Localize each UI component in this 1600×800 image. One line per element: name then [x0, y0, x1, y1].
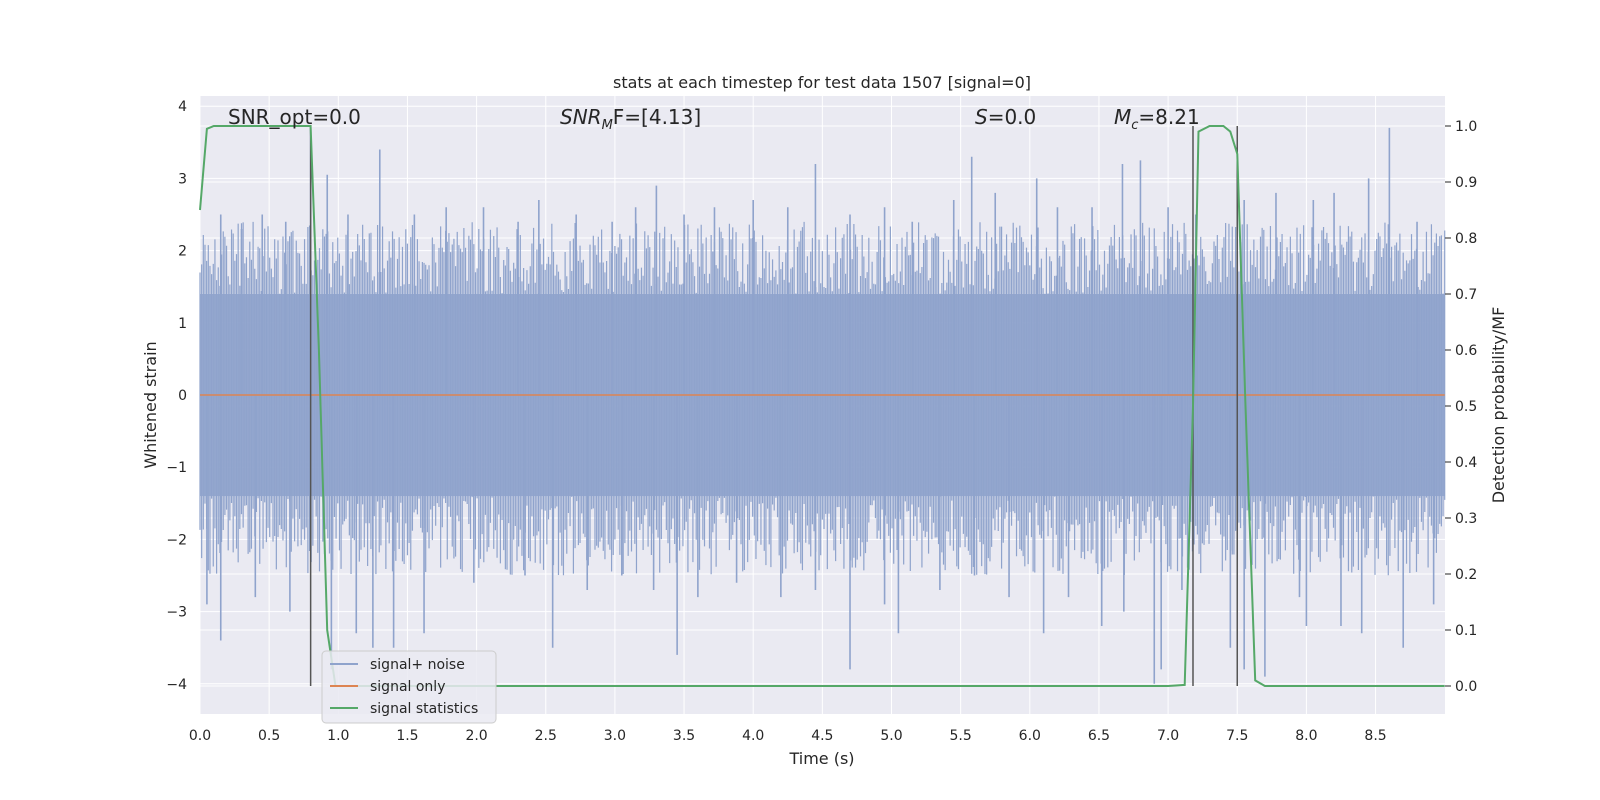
x-tick-label: 7.5: [1226, 728, 1248, 744]
x-tick-label: 6.5: [1088, 728, 1110, 744]
y2-tick-label: 0.5: [1455, 399, 1477, 415]
chart-title: stats at each timestep for test data 150…: [613, 73, 1031, 92]
y-tick-label: −3: [166, 605, 187, 621]
y2-tick-label: 1.0: [1455, 119, 1477, 135]
y2-tick-label: 0.3: [1455, 511, 1477, 527]
x-tick-label: 2.5: [535, 728, 557, 744]
y2-tick-label: 0.8: [1455, 231, 1477, 247]
x-tick-label: 7.0: [1157, 728, 1179, 744]
annotation-mc: Mc=8.21: [1114, 105, 1200, 133]
x-tick-label: 5.5: [950, 728, 972, 744]
y-tick-label: −2: [166, 532, 187, 548]
annotation-snr-opt: SNR_opt=0.0: [228, 105, 361, 129]
y-tick-label: 4: [178, 99, 187, 115]
legend: signal+ noise signal only signal statist…: [321, 650, 497, 724]
annotation-snr-mf: SNRMF=[4.13]: [560, 105, 701, 133]
x-tick-label: 6.0: [1019, 728, 1041, 744]
x-tick-label: 4.5: [811, 728, 833, 744]
legend-label-strain: signal+ noise: [370, 657, 465, 673]
x-tick-label: 3.5: [673, 728, 695, 744]
legend-label-signal-only: signal only: [370, 679, 445, 695]
annotation-s: S=0.0: [975, 105, 1036, 129]
x-tick-label: 0.0: [189, 728, 211, 744]
x-tick-label: 8.5: [1364, 728, 1386, 744]
x-tick-labels: 0.0 0.5 1.0 1.5 2.0 2.5 3.0 3.5 4.0 4.5 5.0 5.5 6.0 6…: [189, 728, 1387, 744]
x-tick-label: 3.0: [604, 728, 626, 744]
legend-label-statistics: signal statistics: [370, 701, 478, 717]
signal-statistics-line: [199, 125, 1445, 687]
y-tick-label: 0: [178, 388, 187, 404]
y2-tick-label: 0.6: [1455, 343, 1477, 359]
y2-tick-label: 0.9: [1455, 175, 1477, 191]
x-tick-label: 8.0: [1295, 728, 1317, 744]
x-axis-label: Time (s): [788, 749, 854, 768]
legend-box: [321, 650, 497, 724]
y2-tick-label: 0.2: [1455, 567, 1477, 583]
y-tick-label: 2: [178, 244, 187, 260]
y-tick-label: 3: [178, 171, 187, 187]
y2-tick-label: 0.7: [1455, 287, 1477, 303]
y-tick-label: −1: [166, 460, 187, 476]
y2-tick-label: 0.1: [1455, 623, 1477, 639]
x-tick-label: 4.0: [742, 728, 764, 744]
y-tick-label: −4: [166, 677, 187, 693]
y2-tick-labels: 1.0 0.9 0.8 0.7 0.6 0.5 0.4 0.3 0.2 0.1 0.0: [1445, 119, 1477, 695]
y2-axis-label: Detection probability/MF: [1489, 307, 1508, 504]
y2-tick-label: 0.0: [1455, 679, 1477, 695]
y-axis-label: Whitened strain: [141, 341, 160, 468]
y2-tick-label: 0.4: [1455, 455, 1477, 471]
y-tick-labels: 4 3 2 1 0 −1 −2 −3 −4: [166, 99, 187, 693]
x-tick-label: 5.0: [880, 728, 902, 744]
x-tick-label: 1.0: [327, 728, 349, 744]
x-tick-label: 2.0: [465, 728, 487, 744]
y-tick-label: 1: [178, 316, 187, 332]
strain-series-area: [199, 127, 1446, 684]
x-tick-label: 0.5: [258, 728, 280, 744]
x-tick-label: 1.5: [396, 728, 418, 744]
signal-statistics-series: [199, 125, 1445, 687]
